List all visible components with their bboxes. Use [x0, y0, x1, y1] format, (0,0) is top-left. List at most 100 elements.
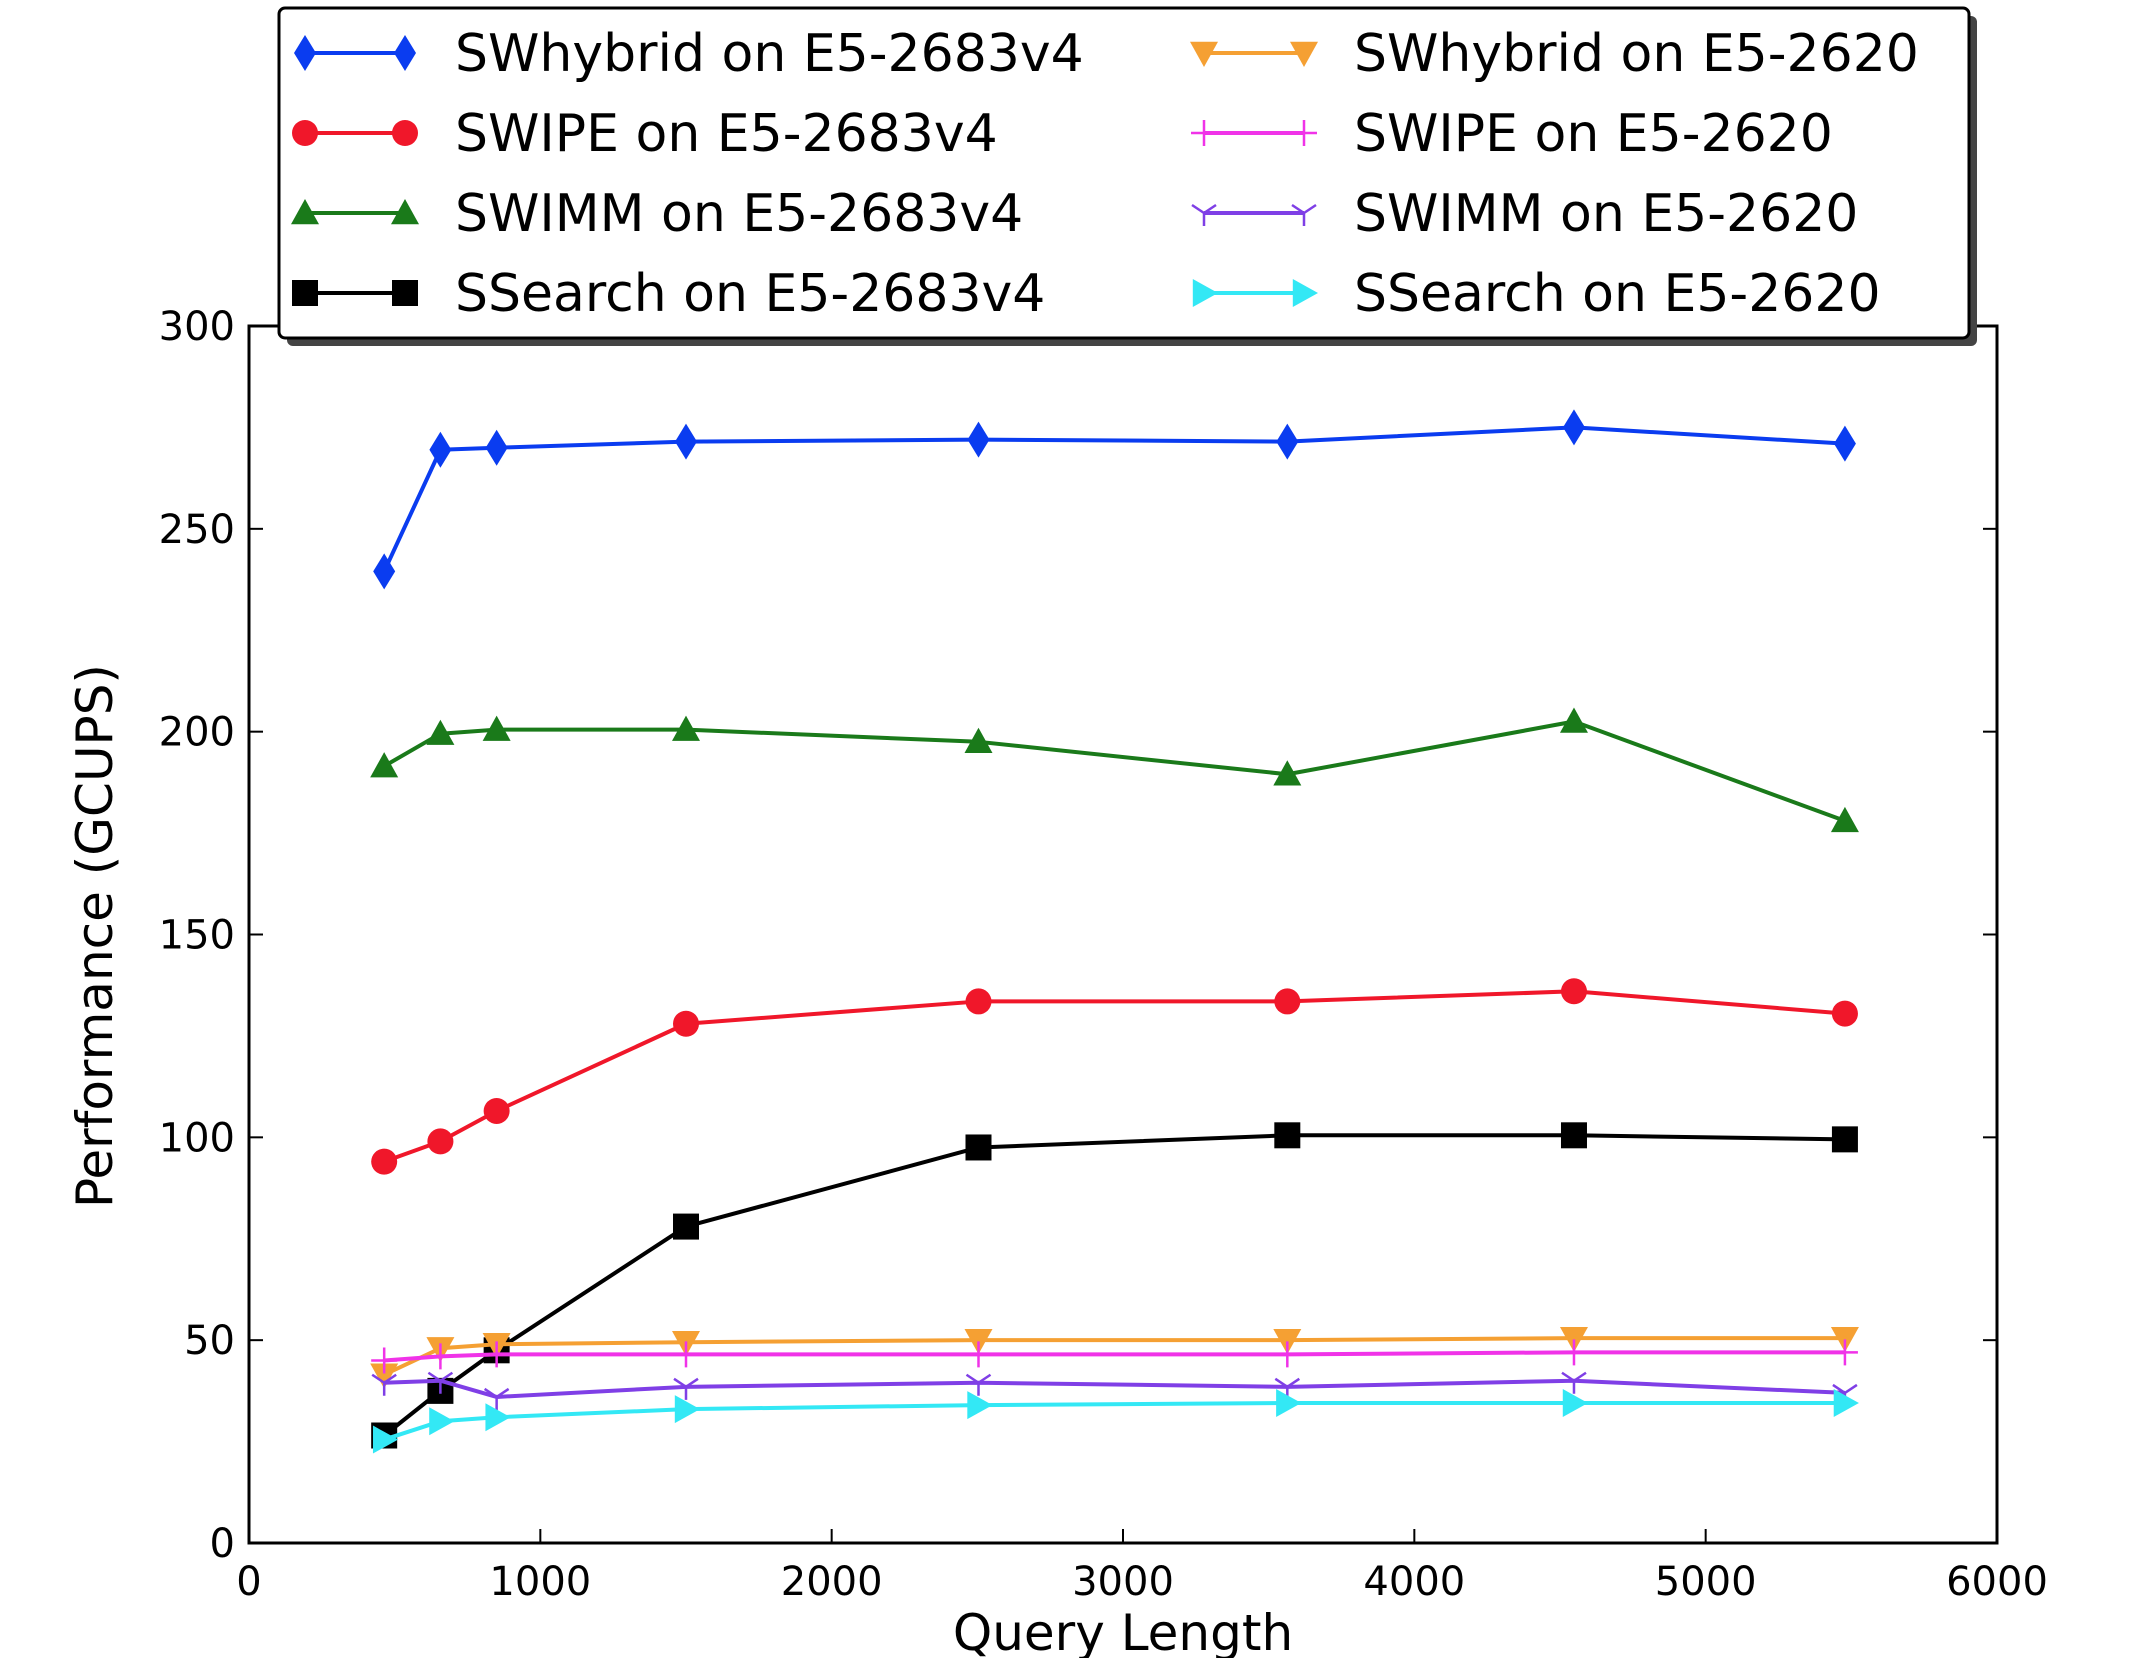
- data-point: [965, 1341, 992, 1368]
- data-point: [1560, 1122, 1587, 1149]
- legend-marker: [292, 280, 318, 306]
- legend-item: SWIMM on E5-2620: [1191, 184, 1858, 244]
- data-point: [965, 988, 992, 1015]
- data-point: [485, 1403, 511, 1432]
- data-point: [965, 1373, 992, 1396]
- data-point: [426, 719, 455, 745]
- legend-label: SWhybrid on E5-2620: [1354, 24, 1919, 84]
- legend-item: SWhybrid on E5-2620: [1190, 24, 1919, 84]
- series-line: [383, 1336, 1845, 1377]
- legend-item: SWhybrid on E5-2683v4: [294, 24, 1084, 84]
- data-point: [427, 1343, 454, 1370]
- data-point: [370, 1363, 399, 1389]
- legend-item: SSearch on E5-2620: [1192, 264, 1881, 324]
- data-point: [672, 715, 700, 741]
- y-tick-label: 150: [159, 913, 235, 959]
- legend-marker: [292, 120, 318, 146]
- x-axis-label: Query Length: [953, 1604, 1293, 1658]
- legend-marker: [1191, 120, 1217, 146]
- data-point: [1274, 1122, 1301, 1149]
- series-6: [371, 1371, 1858, 1410]
- data-point: [371, 1373, 397, 1396]
- legend-marker: [1291, 203, 1317, 226]
- data-point: [1562, 1389, 1588, 1418]
- data-point: [429, 431, 452, 468]
- data-point: [1833, 425, 1856, 462]
- data-point: [1559, 707, 1588, 733]
- plot-area: 0 1000 2000 3000 4000 5000 6000 0 50 100 150 200 250…: [159, 304, 2048, 1605]
- x-tick-label: 2000: [781, 1559, 883, 1605]
- data-point: [674, 1395, 700, 1424]
- x-tick-label: 4000: [1363, 1559, 1465, 1605]
- data-point: [1274, 1341, 1301, 1368]
- x-tick-label: 6000: [1946, 1559, 2048, 1605]
- data-point: [1560, 1339, 1587, 1366]
- legend-box: [277, 6, 1971, 340]
- series-0: [373, 409, 1856, 590]
- data-point: [483, 1387, 510, 1410]
- data-point: [1276, 1389, 1302, 1418]
- legend-marker: [291, 199, 319, 225]
- data-point: [964, 727, 993, 754]
- data-point: [1561, 1371, 1587, 1394]
- series-2: [370, 707, 1859, 833]
- y-tick-label: 50: [184, 1318, 235, 1364]
- series-line: [383, 719, 1846, 823]
- legend-marker: [1290, 41, 1318, 67]
- data-point: [482, 715, 511, 741]
- legend-item: SWIMM on E5-2683v4: [291, 184, 1023, 244]
- y-tick-label: 100: [159, 1115, 235, 1161]
- y-tick-label: 250: [159, 507, 235, 553]
- series-1: [371, 978, 1858, 1175]
- x-tick-label: 3000: [1072, 1559, 1174, 1605]
- legend-marker: [1292, 279, 1318, 307]
- data-point: [427, 1128, 454, 1155]
- data-point: [371, 1148, 398, 1175]
- data-point: [429, 1407, 455, 1436]
- data-point: [673, 1010, 699, 1037]
- legend-marker: [1192, 279, 1218, 307]
- data-point: [1274, 988, 1301, 1015]
- data-point: [1273, 760, 1302, 786]
- legend-item: SWIPE on E5-2620: [1191, 104, 1833, 164]
- legend-marker: [392, 120, 418, 146]
- legend-label: SWIPE on E5-2620: [1354, 104, 1833, 164]
- data-point: [1562, 409, 1585, 446]
- data-point: [485, 429, 508, 466]
- data-point: [1276, 423, 1299, 460]
- data-point: [1830, 806, 1859, 833]
- data-point: [483, 1097, 510, 1124]
- legend-label: SSearch on E5-2620: [1354, 264, 1881, 324]
- y-tick-label: 0: [210, 1521, 235, 1567]
- x-tick-label: 0: [236, 1559, 261, 1605]
- legend-label: SSearch on E5-2683v4: [455, 264, 1045, 324]
- legend-marker: [394, 35, 416, 71]
- legend: SWhybrid on E5-2683v4 SWIPE on E5-2683v4 S…: [277, 6, 1977, 346]
- data-point: [1831, 1126, 1858, 1153]
- x-tick-label: 5000: [1655, 1559, 1757, 1605]
- data-point: [1833, 1389, 1859, 1418]
- series-line: [384, 1378, 1846, 1399]
- data-point: [427, 1371, 454, 1394]
- data-point: [1560, 978, 1587, 1005]
- data-point: [673, 1341, 699, 1368]
- series-5: [371, 1339, 1858, 1374]
- data-point: [373, 553, 396, 590]
- data-point: [967, 1391, 993, 1420]
- legend-label: SWIMM on E5-2683v4: [455, 184, 1023, 244]
- data-point: [673, 1213, 699, 1240]
- legend-marker: [1190, 41, 1218, 67]
- legend-label: SWIMM on E5-2620: [1354, 184, 1858, 244]
- data-point: [673, 1377, 699, 1400]
- legend-label: SWIPE on E5-2683v4: [455, 104, 998, 164]
- data-point: [1831, 1000, 1858, 1027]
- data-point: [370, 752, 399, 778]
- data-point: [675, 423, 697, 460]
- legend-label: SWhybrid on E5-2683v4: [455, 24, 1084, 84]
- data-point: [483, 1341, 510, 1368]
- legend-marker: [1191, 203, 1217, 226]
- data-point: [372, 1425, 399, 1454]
- y-tick-label: 200: [159, 710, 235, 756]
- y-tick-label: 300: [159, 304, 235, 350]
